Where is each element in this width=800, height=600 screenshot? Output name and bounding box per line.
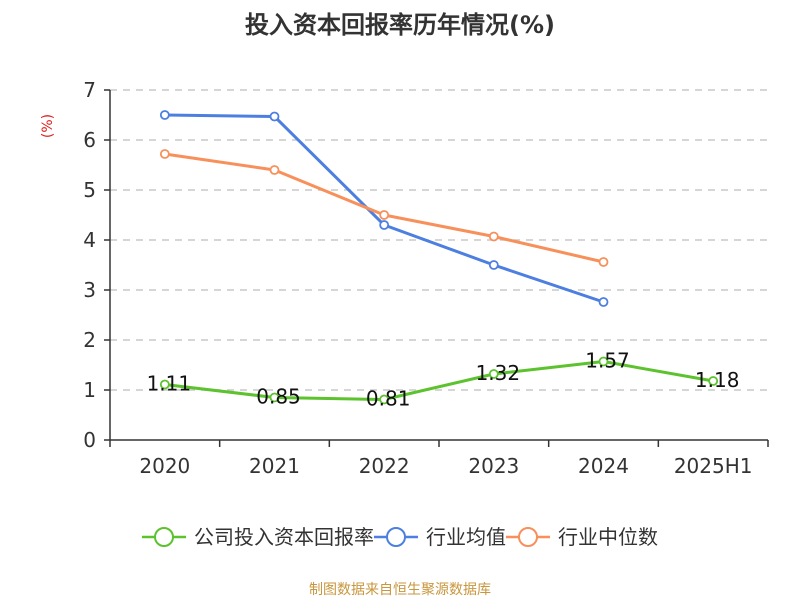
legend-label: 行业中位数 — [558, 525, 658, 549]
x-tick-label: 2020 — [139, 454, 190, 478]
chart-title: 投入资本回报率历年情况(%) — [245, 11, 555, 39]
data-point — [598, 297, 609, 307]
legend-label: 行业均值 — [426, 525, 506, 549]
data-label: 0.85 — [256, 385, 301, 409]
y-tick-label: 5 — [83, 178, 96, 202]
legend-marker — [518, 527, 538, 547]
x-tick-label: 2024 — [578, 454, 629, 478]
x-tick-label: 2023 — [468, 454, 519, 478]
series-line — [164, 152, 604, 264]
x-tick-label: 2021 — [249, 454, 300, 478]
data-label: 1.11 — [147, 372, 192, 396]
legend-item: 公司投入资本回报率 — [142, 525, 374, 549]
legend-item: 行业均值 — [374, 525, 506, 549]
y-axis-unit-label: (%) — [40, 114, 56, 138]
data-point — [598, 356, 609, 367]
data-point — [269, 111, 280, 122]
y-tick-label: 7 — [83, 78, 96, 102]
y-tick-label: 6 — [83, 128, 96, 152]
axes: 0 1 2 3 4 5 6 7 2020 2021 2022 2023 2024 2025H1 — [83, 78, 769, 478]
data-point — [159, 379, 170, 390]
legend-marker — [154, 527, 174, 547]
grid-lines — [110, 89, 768, 391]
x-tick-label: 2022 — [359, 454, 410, 478]
data-point — [488, 231, 499, 242]
y-tick-label: 0 — [83, 428, 96, 452]
data-point — [488, 369, 499, 379]
x-tick-label: 2025H1 — [674, 454, 753, 478]
data-point — [488, 260, 499, 270]
data-label: 1.32 — [476, 361, 521, 385]
source-note: 制图数据来自恒生聚源数据库 — [309, 582, 491, 598]
series-line — [164, 113, 604, 304]
y-tick-label: 2 — [83, 328, 96, 352]
legend: 公司投入资本回报率 行业均值 行业中位数 — [142, 525, 658, 549]
data-point — [708, 376, 719, 386]
series-lines: 1.11 0.85 0.81 1.32 1.57 1.18 — [147, 110, 740, 411]
data-point — [379, 394, 390, 405]
y-tick-label: 3 — [83, 278, 96, 302]
data-label: 1.57 — [585, 349, 630, 373]
data-point — [379, 220, 390, 230]
legend-marker — [386, 527, 406, 547]
data-point — [159, 110, 170, 120]
legend-label: 公司投入资本回报率 — [194, 525, 374, 549]
y-tick-label: 1 — [83, 378, 96, 402]
legend-item: 行业中位数 — [506, 525, 658, 549]
data-point — [159, 149, 170, 159]
data-point — [598, 257, 609, 267]
data-label: 1.18 — [695, 368, 740, 392]
data-label: 0.81 — [366, 387, 411, 411]
series-line — [164, 360, 714, 401]
data-point — [269, 165, 280, 175]
data-point — [379, 210, 390, 220]
y-tick-label: 4 — [83, 228, 96, 252]
data-point — [269, 392, 280, 403]
